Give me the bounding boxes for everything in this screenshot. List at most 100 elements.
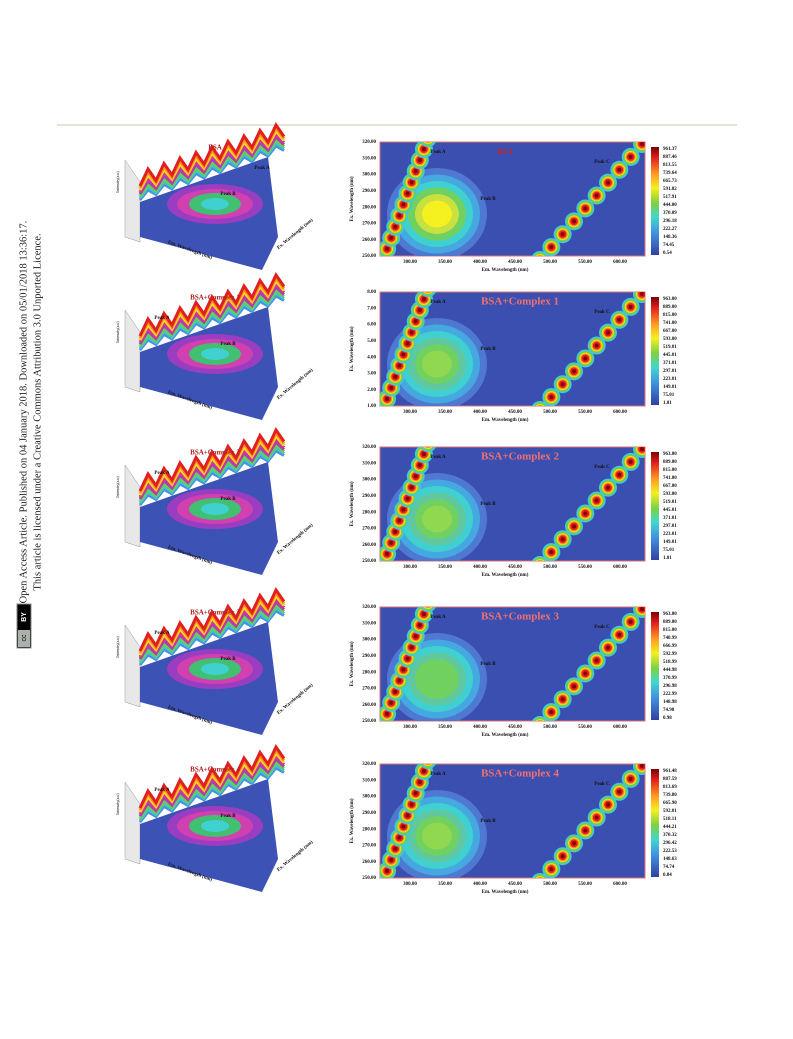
surface-band [138,445,285,504]
peak-c-contour [617,789,622,794]
y-tick-label: 310.00 [362,621,376,626]
peak-a-contour [385,711,390,716]
colorbar-label: 961.48 [663,769,677,774]
x-tick-label: 450.00 [508,410,522,415]
y-axis-label: Ex. Wavelength (nm) [350,641,355,686]
colorbar-label: 963.00 [663,297,677,302]
surface-band [138,744,286,809]
x-tick-label: 600.00 [613,565,627,570]
x-tick-label: 450.00 [508,565,522,570]
colorbar-label: 444.98 [663,668,677,673]
colorbar [651,452,659,560]
x-axis-label: Em. Wavelength (nm) [482,573,529,578]
peak-c-contour [628,619,633,624]
peak-a-contour [393,846,398,851]
colorbar-label: 148.98 [663,700,677,705]
peak-a-contour [389,385,394,390]
colorbar-label: 0.84 [663,873,672,878]
x-tick-label: 400.00 [473,725,487,730]
y-tick-label: 250.00 [362,559,376,564]
peak-a-contour [424,134,432,142]
colorbar-label: 444.21 [663,825,677,830]
peak-c-contour [583,671,588,676]
peak-a-contour [425,142,431,143]
colorbar-label: 665.73 [663,179,677,184]
colorbar-label: 297.01 [663,369,677,374]
peak-a-contour [405,496,410,501]
y-tick-label: 280.00 [362,827,376,832]
colorbar-label: 519.01 [663,500,677,505]
x-tick-label: 300.00 [403,410,417,415]
peak-a-contour [424,599,432,607]
colorbar-label: 370.99 [663,676,677,681]
colorbar-label: 222.27 [663,227,677,232]
notice-line: This article is licensed under a Creativ… [32,233,43,590]
x-tick-label: 400.00 [473,882,487,887]
surface-band [138,427,286,492]
peak-a-contour [426,136,430,140]
peak-b-contour [422,350,452,378]
y-tick-label: 320.00 [362,762,376,767]
peak-a-contour [424,439,432,447]
peak-a-contour [409,645,414,650]
x-tick-label: 350.00 [438,410,452,415]
surface-peak [201,198,229,210]
colorbar-label: 74.45 [663,243,675,248]
peak-c-contour [572,684,576,689]
peak-c-contour [594,343,599,348]
peak-a-contour [397,835,402,840]
colorbar-label: 297.01 [663,524,677,529]
colorbar-label: 370.32 [663,833,677,838]
peak-c-contour [572,219,576,224]
colorbar-label: 739.64 [663,171,677,176]
y-tick-label: 290.00 [362,189,376,194]
surface-title: BSA [208,144,222,152]
colorbar-label: 223.01 [663,377,677,382]
peak-a-contour [393,529,398,534]
y-tick-label: 5.00 [367,339,376,344]
peak-c-contour [572,369,576,374]
peak-a-contour [413,634,418,639]
surface-band [138,587,286,652]
peak-c-contour [560,232,565,237]
peak-a-contour [417,308,422,313]
surface-band [138,287,285,347]
peak-c-contour [538,880,542,884]
colorbar-label: 667.00 [663,484,677,489]
peak-a-contour [385,551,390,556]
colorbar-label: 1.01 [663,401,672,406]
x-axis-label: Em. Wavelength (nm) [482,418,529,423]
peak-c-contour [549,710,554,715]
peak-a-contour [381,563,385,567]
y-tick-label: 320.00 [362,445,376,450]
peak-c-contour [572,524,576,529]
peak-a-contour [381,408,385,412]
surface-peak-label: Peak B [220,192,236,197]
colorbar-label: 223.01 [663,532,677,537]
peak-a-contour [379,721,387,729]
y-tick-label: 4.00 [367,355,376,360]
figure-row: BSA+Complex 1 Peak A Peak B Em. Wavelength … [115,272,677,423]
peak-a-contour [405,656,410,661]
colorbar-label: 592.01 [663,809,677,814]
surface-axis-label: Intensity(a.u) [115,793,120,815]
peak-c-contour [538,723,542,727]
y-tick-label: 250.00 [362,876,376,881]
peak-a-contour [397,678,402,683]
peak-a-contour [417,463,422,468]
peak-label: Peak B [480,819,496,824]
colorbar-label: 222.99 [663,692,677,697]
peak-c-contour [583,828,588,833]
colorbar-label: 74.74 [663,865,675,870]
peak-a-contour [385,396,390,401]
colorbar-label: 74.98 [663,708,675,713]
surface-title: BSA+Complex 4 [190,766,240,774]
peak-c-contour [560,697,565,702]
y-tick-label: 2.00 [367,388,376,393]
y-tick-label: 260.00 [362,703,376,708]
x-tick-label: 600.00 [613,260,627,265]
peak-a-contour [421,452,426,457]
colorbar-label: 0.54 [663,251,672,256]
y-axis-label: Ex. Wavelength (nm) [350,176,355,221]
